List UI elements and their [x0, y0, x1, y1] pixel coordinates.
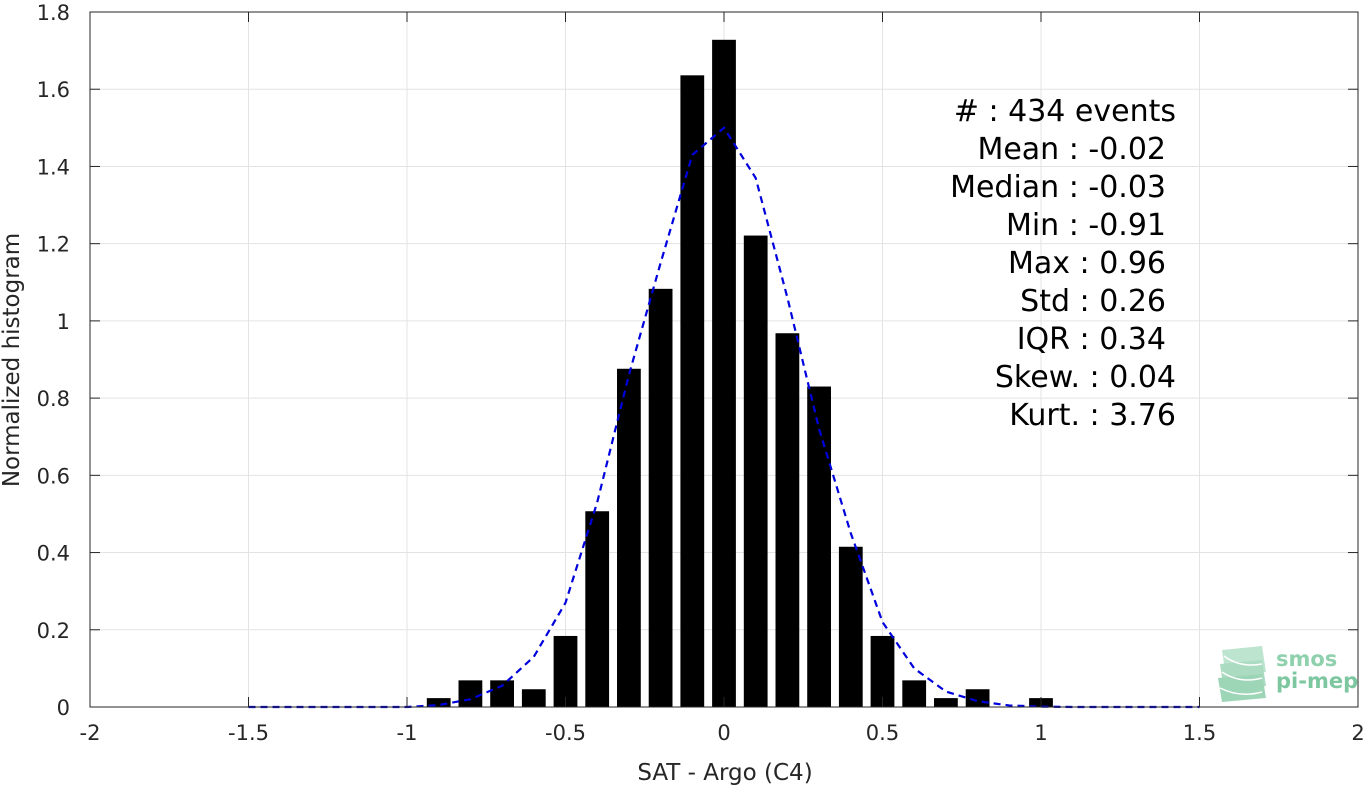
y-tick-label-2: 0.4: [37, 542, 70, 566]
x-tick-label-1: -1.5: [228, 721, 269, 745]
histogram-bar-17: [965, 689, 990, 707]
x-tick-label-8: 2: [1351, 721, 1364, 745]
x-tick-label-6: 1: [1034, 721, 1047, 745]
y-tick-label-1: 0.2: [37, 619, 70, 643]
histogram-bar-9: [712, 39, 736, 708]
x-tick-label-4: 0: [717, 721, 730, 745]
histogram-bar-13: [838, 546, 863, 707]
stat-line-7: Skew. : 0.04: [995, 360, 1176, 395]
axes: [89, 11, 1359, 708]
y-tick-label-5: 1: [57, 310, 70, 334]
smos-pimep-logo: smos pi-mep: [1218, 646, 1358, 702]
histogram-bar-7: [648, 288, 673, 707]
y-tick-label-4: 0.8: [37, 387, 70, 411]
stat-line-8: Kurt. : 3.76: [1009, 398, 1176, 433]
x-tick-label-0: -2: [80, 721, 101, 745]
x-tick-label-2: -1: [397, 721, 418, 745]
stat-line-2: Median : -0.03: [950, 170, 1166, 205]
stat-line-0: # : 434 events: [954, 94, 1176, 129]
y-tick-label-6: 1.2: [37, 233, 70, 257]
y-tick-label-3: 0.6: [37, 464, 70, 488]
y-tick-label-9: 1.8: [37, 1, 70, 25]
stat-line-5: Std : 0.26: [1020, 284, 1166, 319]
x-axis-label: SAT - Argo (C4): [637, 760, 812, 786]
histogram-bar-1: [458, 680, 483, 707]
y-tick-label-0: 0: [57, 696, 70, 720]
logo-text-smos: smos: [1276, 647, 1337, 671]
histogram-bar-11: [775, 333, 800, 707]
histogram-bar-5: [585, 511, 610, 707]
histogram-bars: [426, 39, 1053, 708]
x-tick-labels: -2 -1.5 -1 -0.5 0 0.5 1 1.5 2: [80, 721, 1365, 745]
histogram-bar-2: [490, 680, 514, 707]
histogram-bar-8: [680, 75, 705, 708]
stat-line-4: Max : 0.96: [1008, 246, 1166, 281]
y-axis-label: Normalized histogram: [0, 233, 25, 487]
y-tick-label-8: 1.6: [37, 78, 70, 102]
histogram-bar-12: [807, 386, 831, 707]
histogram-bar-4: [553, 635, 578, 707]
stat-line-3: Min : -0.91: [1006, 208, 1166, 243]
histogram-bar-14: [870, 635, 895, 707]
histogram-bar-16: [934, 698, 958, 707]
y-tick-label-7: 1.4: [37, 155, 70, 179]
histogram-bar-6: [617, 368, 641, 707]
x-tick-label-5: 0.5: [866, 721, 899, 745]
logo-graphic-icon: [1218, 646, 1266, 702]
histogram-bar-0: [426, 698, 451, 707]
stat-line-6: IQR : 0.34: [1017, 322, 1166, 357]
stat-line-1: Mean : -0.02: [977, 132, 1166, 167]
y-tick-labels: 0 0.2 0.4 0.6 0.8 1 1.2 1.4 1.6 1.8: [37, 1, 70, 720]
x-tick-label-7: 1.5: [1183, 721, 1216, 745]
x-tick-label-3: -0.5: [545, 721, 586, 745]
histogram-bar-3: [521, 689, 546, 707]
logo-text-pimep: pi-mep: [1276, 669, 1358, 693]
histogram-bar-10: [743, 235, 768, 707]
histogram-bar-15: [902, 680, 927, 707]
